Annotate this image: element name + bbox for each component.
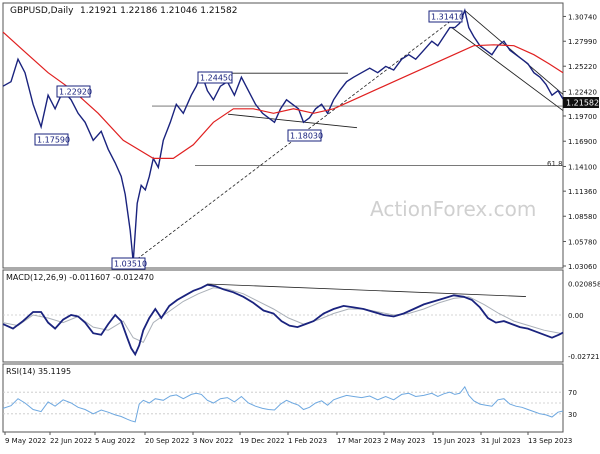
annotation-1-1803: 1.18030: [287, 129, 323, 142]
price-ytick-label: 1.16900: [568, 138, 597, 146]
price-ytick-label: 1.11360: [568, 188, 597, 196]
annotation-1-1803-label: 1.18030: [290, 132, 323, 141]
annotation-high-label: 1.31410: [431, 13, 464, 22]
current-price-label: 1.21582: [566, 99, 599, 108]
macd-ytick-label: -0.027213: [568, 353, 600, 361]
macd-series: 0.020858 0.00 -0.027213: [2, 280, 600, 361]
price-ytick-label: 1.05780: [568, 238, 597, 246]
price-line: [2, 8, 564, 262]
price-ytick-label: 1.30740: [568, 13, 597, 21]
x-tick-label: 9 May 2022: [5, 437, 46, 445]
moving-average-line: [2, 31, 564, 159]
x-tick-label: 22 Jun 2022: [50, 437, 92, 445]
rsi-line: [2, 385, 564, 423]
macd-ytick-label: 0.020858: [568, 280, 600, 288]
channel-lower-line: [451, 27, 564, 111]
price-axis: 1.30740 1.27990 1.25220 1.22420 1.19700 1.169…: [563, 13, 597, 271]
annotation-1-1759: 1.17590: [34, 133, 70, 146]
macd-title: MACD(12,26,9) -0.011607 -0.012470: [6, 273, 154, 282]
rsi-title: RSI(14) 35.1195: [6, 367, 71, 376]
x-tick-label: 2 May 2023: [384, 437, 425, 445]
current-price-badge: 1.21582: [563, 97, 599, 108]
price-ytick-label: 1.03060: [568, 263, 597, 271]
price-ytick-label: 1.08580: [568, 213, 597, 221]
price-series: [2, 8, 564, 262]
price-ytick-label: 1.19700: [568, 113, 597, 121]
rsi-ytick-label: 30: [568, 411, 577, 419]
annotation-low-label: 1.03510: [114, 260, 147, 269]
rsi-panel-frame: [2, 363, 564, 433]
x-tick-label: 19 Dec 2022: [240, 437, 285, 445]
rsi-series: 70 30: [2, 385, 577, 423]
header-symbol: GBPUSD,Daily: [10, 6, 74, 16]
x-tick-label: 13 Sep 2023: [528, 437, 572, 445]
price-panel-frame: [2, 2, 564, 269]
x-tick-label: 17 Mar 2023: [337, 437, 381, 445]
watermark: ActionForex.com: [370, 197, 536, 221]
price-ytick-label: 1.25220: [568, 63, 597, 71]
macd-ytick-label: 0.00: [568, 312, 584, 320]
x-tick-label: 3 Nov 2022: [193, 437, 233, 445]
price-ytick-label: 1.22420: [568, 88, 597, 96]
dashed-uptrend-line: [132, 10, 466, 263]
annotation-1-2445-label: 1.24450: [200, 74, 233, 83]
x-tick-label: 15 Jun 2023: [433, 437, 475, 445]
price-ytick-label: 1.14100: [568, 163, 597, 171]
rsi-ytick-label: 70: [568, 389, 577, 397]
x-tick-label: 1 Feb 2023: [288, 437, 327, 445]
x-tick-label: 31 Jul 2023: [481, 437, 521, 445]
annotation-1-2445: 1.24450: [197, 71, 233, 84]
macd-panel-frame: [2, 269, 564, 363]
x-tick-label: 20 Sep 2022: [145, 437, 189, 445]
annotation-1-2292-label: 1.22920: [59, 88, 92, 97]
annotation-1-1759-label: 1.17590: [37, 136, 70, 145]
fib-label: 61.8: [547, 160, 563, 168]
price-ytick-label: 1.27990: [568, 38, 597, 46]
macd-line: [2, 283, 564, 357]
lower-range-trendline: [227, 113, 358, 129]
header-ohlc: 1.21921 1.22186 1.21046 1.21582: [80, 6, 237, 16]
annotation-1-2292: 1.22920: [56, 85, 92, 98]
x-axis: 9 May 2022 22 Jun 2022 5 Aug 2022 20 Sep 20…: [4, 432, 572, 445]
x-tick-label: 5 Aug 2022: [95, 437, 135, 445]
annotation-low: 1.03510: [111, 257, 147, 270]
annotation-high: 1.31410: [428, 10, 464, 23]
macd-trendline: [207, 283, 526, 297]
